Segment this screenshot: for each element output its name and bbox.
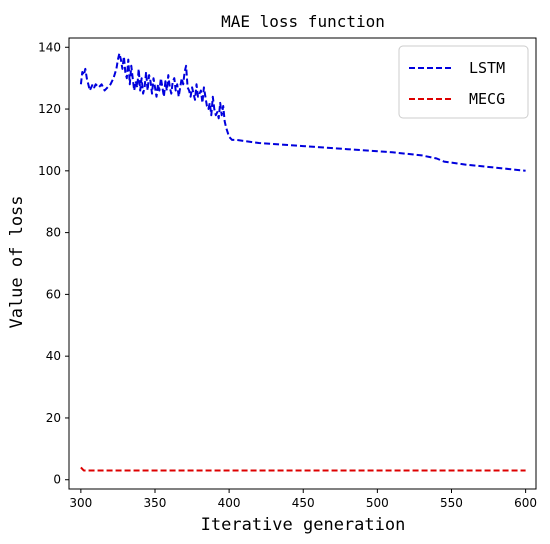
legend: LSTM MECG	[398, 45, 529, 119]
axes: 300 350 400 450 500 550 600 0 20 40 60 80 100 120 140	[38, 37, 537, 510]
y-tick-label: 120	[38, 102, 61, 116]
x-tick-label: 400	[218, 496, 241, 510]
x-tick-label: 500	[366, 496, 389, 510]
y-tick-label: 0	[53, 473, 61, 487]
y-axis-title: Value of loss	[7, 195, 27, 328]
series-points-lstm	[80, 53, 526, 171]
series-line-mecg	[80, 466, 526, 472]
y-tick-label: 60	[46, 287, 61, 301]
chart-title: MAE loss function	[221, 12, 385, 31]
legend-box	[398, 45, 529, 119]
x-tick-label: 600	[514, 496, 537, 510]
y-tick-label: 100	[38, 164, 61, 178]
x-tick-label: 300	[69, 496, 92, 510]
y-tick-label: 20	[46, 411, 61, 425]
plot-frame	[68, 37, 537, 490]
x-tick-label: 450	[292, 496, 315, 510]
y-tick-label: 40	[46, 349, 61, 363]
x-tick-label: 350	[144, 496, 167, 510]
legend-label-lstm: LSTM	[469, 59, 505, 77]
y-tick-label: 140	[38, 40, 61, 54]
plot-area	[79, 52, 526, 472]
legend-label-mecg: MECG	[469, 90, 505, 108]
series-points-mecg	[80, 467, 526, 471]
x-axis-title: Iterative generation	[201, 515, 406, 535]
x-tick-label: 550	[440, 496, 463, 510]
y-tick-label: 80	[46, 226, 61, 240]
